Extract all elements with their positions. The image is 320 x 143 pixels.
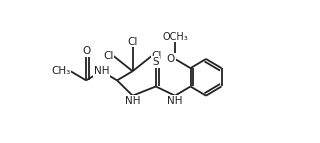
Text: NH: NH [167, 96, 183, 106]
Text: OCH₃: OCH₃ [162, 32, 188, 42]
Text: O: O [167, 54, 175, 64]
Text: O: O [82, 46, 90, 56]
Text: CH₃: CH₃ [52, 66, 71, 76]
Text: NH: NH [94, 66, 109, 76]
Text: Cl: Cl [152, 51, 162, 61]
Text: Cl: Cl [103, 51, 113, 61]
Text: S: S [153, 57, 159, 67]
Text: NH: NH [125, 96, 140, 106]
Text: Cl: Cl [127, 37, 138, 47]
